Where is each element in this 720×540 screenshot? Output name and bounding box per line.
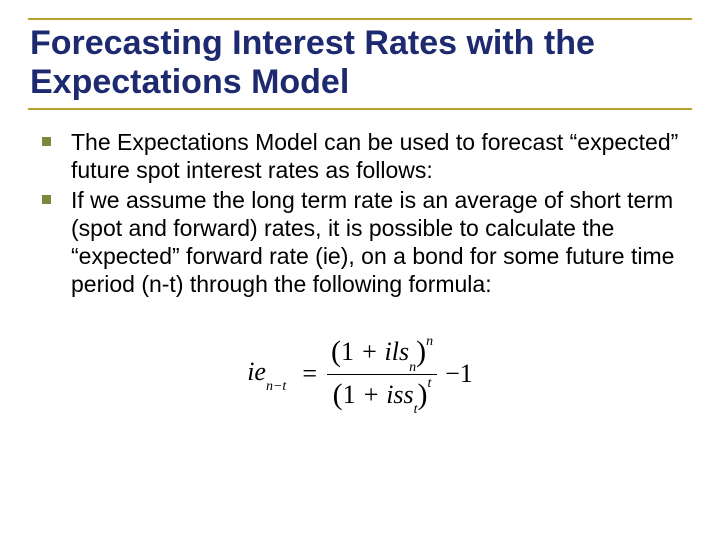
square-bullet-icon — [42, 137, 51, 146]
lhs-base: ie — [247, 357, 266, 386]
bullet-text: The Expectations Model can be used to fo… — [71, 128, 686, 184]
equals-sign: = — [302, 359, 317, 389]
list-item: The Expectations Model can be used to fo… — [42, 128, 686, 184]
formula: ien−t = (1 + ilsn)n (1 + isst)t −1 — [247, 332, 473, 415]
formula-tail: −1 — [445, 359, 473, 389]
den-inner-sub: t — [414, 402, 418, 417]
fraction: (1 + ilsn)n (1 + isst)t — [327, 332, 437, 415]
bullet-list: The Expectations Model can be used to fo… — [22, 128, 698, 298]
bullet-text: If we assume the long term rate is an av… — [71, 186, 686, 298]
num-inner: ils — [385, 337, 410, 366]
square-bullet-icon — [42, 195, 51, 204]
list-item: If we assume the long term rate is an av… — [42, 186, 686, 298]
denominator: (1 + isst)t — [329, 375, 436, 416]
lhs-sub: n−t — [266, 379, 286, 394]
formula-region: ien−t = (1 + ilsn)n (1 + isst)t −1 — [22, 332, 698, 415]
num-exp: n — [426, 334, 433, 349]
top-rule — [28, 18, 692, 20]
slide-title: Forecasting Interest Rates with the Expe… — [22, 24, 698, 102]
numerator: (1 + ilsn)n — [327, 332, 437, 373]
formula-lhs: ien−t — [247, 357, 286, 391]
den-inner: iss — [386, 380, 413, 409]
den-exp: t — [428, 376, 432, 391]
bottom-rule — [28, 108, 692, 110]
